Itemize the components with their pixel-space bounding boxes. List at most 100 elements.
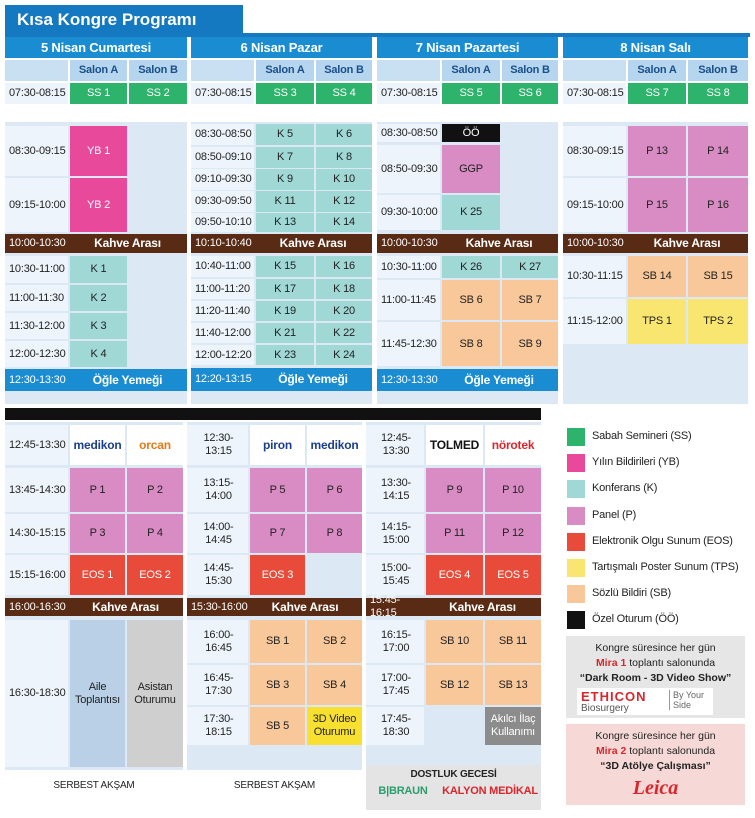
legend-label: Yılın Bildirileri (YB) — [592, 456, 680, 469]
promo-box — [566, 724, 745, 805]
session: SB 6 — [442, 280, 500, 320]
break-row: 10:10-10:40 Kahve Arası — [191, 234, 372, 253]
salon-corner — [563, 60, 626, 81]
session: ÖÖ — [442, 124, 500, 142]
session: K 4 — [70, 341, 127, 367]
session: SB 14 — [628, 256, 686, 297]
session: TPS 1 — [628, 299, 686, 344]
time: 12:45-13:30 — [366, 425, 424, 465]
session: K 16 — [316, 256, 372, 277]
span-label: Öğle Yemeği — [464, 372, 534, 387]
session: EOS 4 — [426, 555, 483, 595]
session: K 15 — [256, 256, 314, 277]
time: 16:00-16:45 — [187, 620, 248, 663]
time: 10:30-11:15 — [563, 256, 626, 297]
session: EOS 3 — [250, 555, 305, 595]
legend-swatch — [567, 454, 585, 473]
break-row: 10:00-10:30 Kahve Arası — [5, 234, 187, 253]
time: 14:30-15:15 — [5, 514, 68, 553]
session: P 4 — [127, 514, 183, 553]
legend-label: Sözlü Bildiri (SB) — [592, 587, 671, 600]
session: 3D Video Oturumu — [307, 707, 362, 745]
legend-swatch — [567, 559, 585, 577]
time: 07:30-08:15 — [563, 83, 626, 104]
time: 09:30-10:00 — [377, 195, 440, 230]
session: K 26 — [442, 256, 500, 278]
time: 08:30-08:50 — [377, 124, 440, 142]
time: 07:30-08:15 — [377, 83, 440, 104]
legend-label: Konferans (K) — [592, 482, 658, 495]
venue-rest: toplantı salonunda — [629, 745, 716, 757]
title-rule — [5, 33, 750, 37]
time: 13:15-14:00 — [187, 468, 248, 512]
time: 14:00-14:45 — [187, 514, 248, 553]
time: 08:50-09:10 — [191, 147, 254, 168]
session: P 2 — [127, 468, 183, 512]
time: 11:40-12:00 — [191, 323, 254, 343]
sponsor-logo: medikon — [70, 425, 125, 465]
salon-header: Salon A — [256, 60, 314, 81]
venue: Mira 1 — [595, 657, 627, 669]
time: 14:45-15:30 — [187, 555, 248, 595]
legend-swatch — [567, 585, 585, 604]
salon-header: Salon B — [688, 60, 748, 81]
time: 11:00-11:30 — [5, 285, 68, 311]
session: K 3 — [70, 313, 127, 339]
time: 11:20-11:40 — [191, 301, 254, 321]
sponsor-logo: piron — [250, 425, 305, 465]
time: 10:30-11:00 — [5, 256, 68, 283]
session: SB 1 — [250, 620, 305, 663]
legend-label: Özel Oturum (ÖÖ) — [592, 613, 679, 626]
time: 15:30-16:00 — [191, 600, 248, 613]
legend-label: Panel (P) — [592, 508, 637, 521]
evening-label: DOSTLUK GECESİ — [410, 768, 497, 780]
session: SB 4 — [307, 665, 362, 705]
session: K 14 — [316, 213, 372, 232]
session: SB 8 — [442, 322, 500, 366]
logo: ETHICON — [581, 689, 647, 704]
session: P 13 — [628, 126, 686, 176]
day-header: 5 Nisan Cumartesi — [5, 37, 187, 58]
time: 09:50-10:10 — [191, 213, 254, 232]
break-row: 15:45-16:15 Kahve Arası — [366, 594, 541, 619]
salon-header: Salon A — [70, 60, 127, 81]
session: GGP — [442, 145, 500, 193]
span-label: Öğle Yemeği — [92, 372, 163, 387]
break-row: 10:00-10:30 Kahve Arası — [563, 234, 748, 253]
span-label: Kahve Arası — [279, 236, 347, 250]
legend-swatch — [567, 480, 585, 499]
time: 11:00-11:45 — [377, 280, 440, 320]
session: K 23 — [256, 345, 314, 365]
time: 15:45-16:15 — [370, 594, 400, 619]
session: SB 12 — [426, 665, 483, 705]
session: SB 11 — [485, 620, 541, 663]
venue: Mira 2 — [595, 745, 627, 757]
session: SB 5 — [250, 707, 305, 745]
session: P 14 — [688, 126, 748, 176]
sponsor-logo: nörotek — [485, 425, 541, 465]
time: 17:00-17:45 — [366, 665, 424, 705]
break-row: 12:30-13:30 Öğle Yemeği — [5, 369, 187, 391]
session: Asistan Oturumu — [127, 620, 183, 767]
promo-event: “3D Atölye Çalışması” — [600, 760, 711, 772]
session: K 6 — [316, 124, 372, 145]
logo: Leica — [632, 777, 679, 799]
session: P 10 — [485, 468, 541, 512]
session: YB 2 — [70, 178, 127, 232]
sponsor-logo: orcan — [127, 425, 183, 465]
session: P 15 — [628, 178, 686, 232]
salon-header: Salon B — [316, 60, 372, 81]
time: 13:45-14:30 — [5, 468, 68, 512]
session: SS 5 — [442, 83, 500, 104]
salon-header: Salon B — [502, 60, 558, 81]
salon-header: Salon A — [442, 60, 500, 81]
evening-label: SERBEST AKŞAM — [233, 779, 316, 791]
legend-swatch — [567, 506, 585, 525]
promo-line: Kongre süresince her gün — [595, 730, 716, 742]
time: 07:30-08:15 — [191, 83, 254, 104]
sponsor-logo: KALYON MEDİKAL — [442, 784, 538, 797]
session: SB 7 — [502, 280, 558, 320]
session: YB 1 — [70, 126, 127, 176]
time: 17:30-18:15 — [187, 707, 248, 745]
salon-corner — [191, 60, 254, 81]
